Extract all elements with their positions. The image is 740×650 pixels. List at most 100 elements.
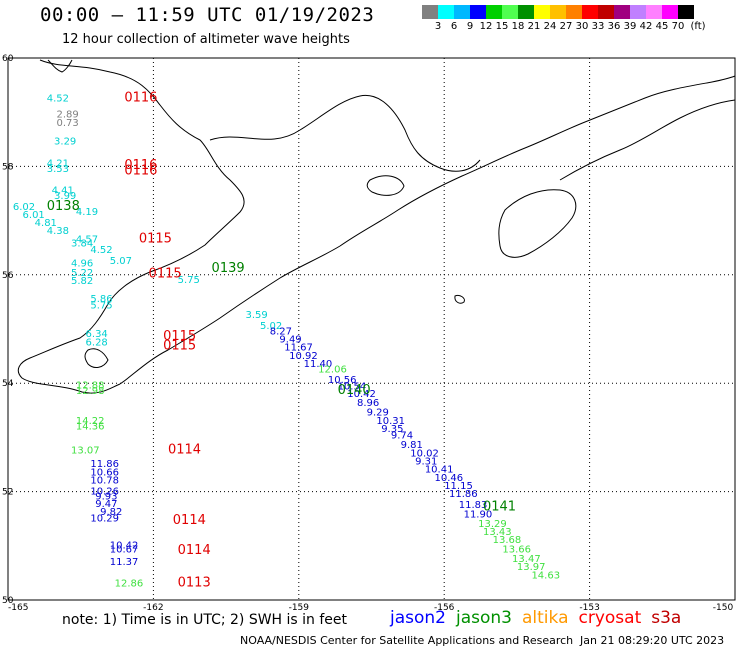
legend-tick: 6 [450, 21, 458, 32]
wave-height-label: 14.63 [531, 570, 560, 581]
axis-tick-labels: 60 58 56 54 52 50-165 -162 -159 -156 -153 -150 [2, 54, 733, 613]
wave-height-label: 11.90 [464, 510, 493, 521]
wave-height-label: 4.81 [35, 218, 57, 229]
legend-tick: 21 [527, 21, 541, 32]
wave-height-label: 8.27 [270, 326, 292, 337]
wave-height-label: 10.42 [110, 541, 139, 552]
legend-swatches [422, 5, 694, 19]
wave-height-label: 5.82 [71, 276, 93, 287]
wave-height-label: 13.68 [493, 535, 522, 546]
legend-tick: 42 [639, 21, 653, 32]
pass-time-label: 0114 [168, 443, 201, 458]
legend-unit: (ft) [690, 21, 706, 32]
legend-tick: 33 [591, 21, 605, 32]
wave-height-label: 10.02 [410, 448, 439, 459]
wave-height-label: 11.40 [304, 359, 333, 370]
legend-swatch [454, 5, 470, 19]
satellite-name: altika [522, 608, 569, 628]
wave-height-label: 10.92 [289, 351, 318, 362]
legend-tick: 12 [479, 21, 493, 32]
wave-height-label: 5.02 [260, 321, 282, 332]
wave-height-label: 9.81 [401, 440, 423, 451]
pass-time-label: 0113 [178, 575, 211, 590]
nunivak-island [47, 59, 73, 73]
lon-label: -159 [289, 603, 310, 613]
legend-swatch [550, 5, 566, 19]
map-frame [7, 57, 736, 601]
map-title: 00:00 – 11:59 UTC 01/19/2023 [40, 4, 375, 26]
wave-height-label: 10.54 [338, 382, 367, 393]
wave-height-label: 11.86 [90, 459, 119, 470]
lon-label: -156 [434, 603, 455, 613]
legend-swatch [662, 5, 678, 19]
legend-swatch [678, 5, 694, 19]
wave-height-label: 5.22 [71, 268, 93, 279]
wave-height-label: 13.07 [71, 446, 100, 457]
lon-label: -162 [143, 603, 163, 613]
satellite-name: jason2 [390, 608, 446, 628]
wave-height-label: 3.59 [245, 310, 267, 321]
pass-time-label: 0140 [338, 383, 371, 398]
bristol-bay-coast [209, 94, 481, 172]
shumagin-islets [454, 295, 465, 304]
wave-height-label: 4.41 [52, 186, 74, 197]
wave-height-label: 9.93 [95, 492, 117, 503]
legend-tick: 70 [671, 21, 685, 32]
wave-height-label: 10.26 [90, 486, 119, 497]
wave-height-label: 10.67 [110, 544, 139, 555]
pass-time-label: 0115 [163, 329, 196, 344]
pass-time-label: 0115 [149, 267, 182, 282]
legend-swatch [502, 5, 518, 19]
wave-height-label: 5.86 [90, 294, 112, 305]
lat-label: 58 [2, 162, 14, 172]
wave-height-label: 3.53 [47, 164, 69, 175]
pass-time-label: 0116 [124, 158, 157, 173]
wave-height-label: 13.47 [512, 554, 541, 565]
wave-height-label: 3.29 [54, 137, 76, 148]
wave-height-label: 13.29 [478, 519, 507, 530]
wave-height-label: 12.98 [76, 386, 105, 397]
legend-swatch [630, 5, 646, 19]
wave-height-label: 10.46 [435, 473, 464, 484]
legend-tick: 18 [511, 21, 525, 32]
wave-height-label: 10.42 [347, 389, 376, 400]
wave-height-label: 8.96 [357, 398, 379, 409]
wave-height-label: 3.99 [54, 191, 76, 202]
lat-label: 54 [2, 379, 14, 389]
wave-height-label: 13.66 [502, 544, 531, 555]
legend-swatch [534, 5, 550, 19]
wave-height-label: 6.28 [86, 337, 108, 348]
legend-swatch [486, 5, 502, 19]
pass-time-label: 0116 [124, 164, 157, 179]
legend-tick-labels: 3 6 9 12 15 18 21 24 27 30 33 36 39 42 45 70 (ft) [422, 19, 706, 33]
satellite-name: cryosat [578, 608, 642, 628]
credit-line: NOAA/NESDIS Center for Satellite Applica… [240, 634, 574, 647]
wave-height-label: 9.31 [415, 457, 437, 468]
legend-tick: 24 [543, 21, 557, 32]
wave-height-label: 11.15 [444, 481, 473, 492]
wave-height-label: 10.41 [425, 465, 454, 476]
legend-swatch [566, 5, 582, 19]
legend-tick: 30 [575, 21, 589, 32]
map-subtitle: 12 hour collection of altimeter wave hei… [62, 32, 350, 47]
satellite-name: jason3 [456, 608, 512, 628]
wave-height-label: 12.88 [76, 381, 105, 392]
wave-height-label: 4.52 [47, 93, 69, 104]
legend-tick: 36 [607, 21, 621, 32]
satellite-name: s3a [651, 608, 682, 628]
wave-height-label: 4.38 [47, 226, 69, 237]
wave-height-label: 13.43 [483, 527, 512, 538]
wave-height-label: 9.49 [279, 335, 301, 346]
wave-height-labels: 4.52 2.890.73 3.29 4.213.53 4.413.99 6.026.01… [13, 93, 560, 589]
wave-height-label: 9.74 [391, 430, 413, 441]
wave-height-label: 10.56 [328, 375, 357, 386]
legend-tick: 39 [623, 21, 637, 32]
wave-height-label: 10.66 [90, 467, 119, 478]
legend-swatch [470, 5, 486, 19]
wave-height-label: 12.06 [318, 364, 347, 375]
legend-swatch [614, 5, 630, 19]
wave-height-label: 11.83 [459, 500, 488, 511]
timestamp: Jan 21 08:29:20 UTC 2023 [580, 634, 725, 647]
pass-time-label: 0115 [163, 339, 196, 354]
